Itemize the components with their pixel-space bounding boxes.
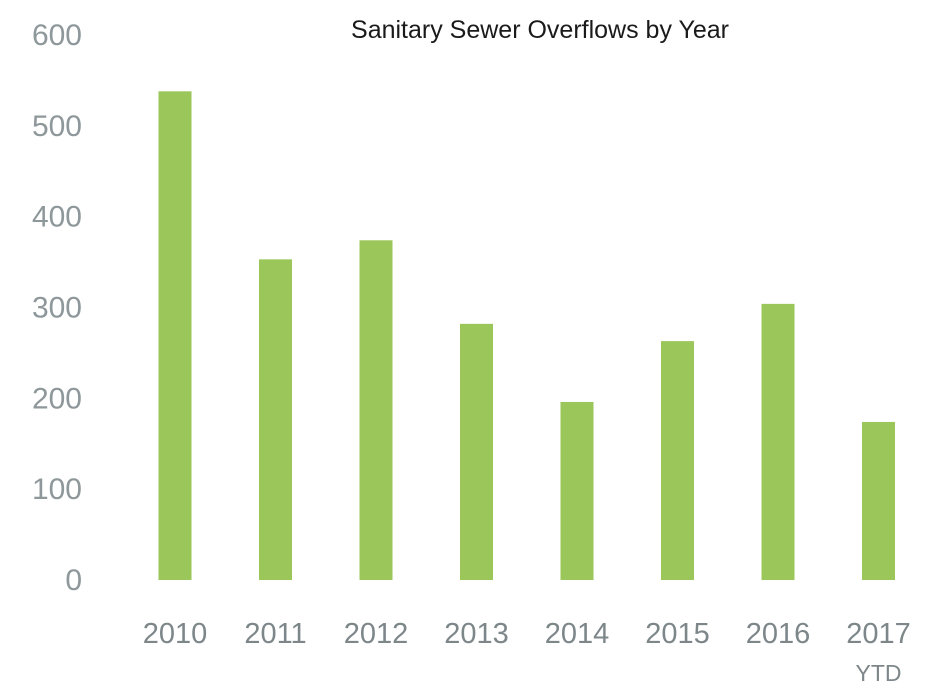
bar-2011 [259, 259, 292, 580]
bar-2016 [761, 303, 795, 580]
x-tick-sublabel: YTD [856, 660, 902, 686]
bar-2012 [359, 240, 393, 581]
y-axis: 0 100 200 300 400 500 600 [32, 19, 82, 597]
x-tick-label: 2010 [143, 618, 208, 650]
x-tick-label: 2014 [545, 618, 610, 650]
bar-2013 [460, 323, 493, 580]
x-tick-label: 2017 [846, 618, 911, 650]
y-tick-label: 300 [32, 292, 82, 325]
bar-2014 [560, 401, 594, 580]
x-axis: 2010 2011 2012 2013 2014 2015 2016 2017 YTD [143, 618, 911, 686]
chart-title: Sanitary Sewer Overflows by Year [351, 16, 729, 44]
y-tick-label: 600 [32, 19, 82, 52]
bar-2015 [661, 341, 694, 580]
y-tick-label: 400 [32, 201, 82, 234]
y-tick-label: 500 [32, 110, 82, 143]
x-tick-label: 2012 [344, 618, 409, 650]
x-tick-label: 2016 [746, 618, 811, 650]
x-tick-label: 2015 [645, 618, 710, 650]
bars [158, 91, 895, 581]
x-tick-label: 2013 [444, 618, 509, 650]
bar-2017 [862, 421, 895, 580]
y-tick-label: 200 [32, 382, 82, 415]
x-tick-label: 2011 [244, 618, 306, 650]
y-tick-label: 100 [32, 473, 82, 506]
bar-2010 [158, 91, 192, 581]
y-tick-label: 0 [65, 564, 82, 597]
